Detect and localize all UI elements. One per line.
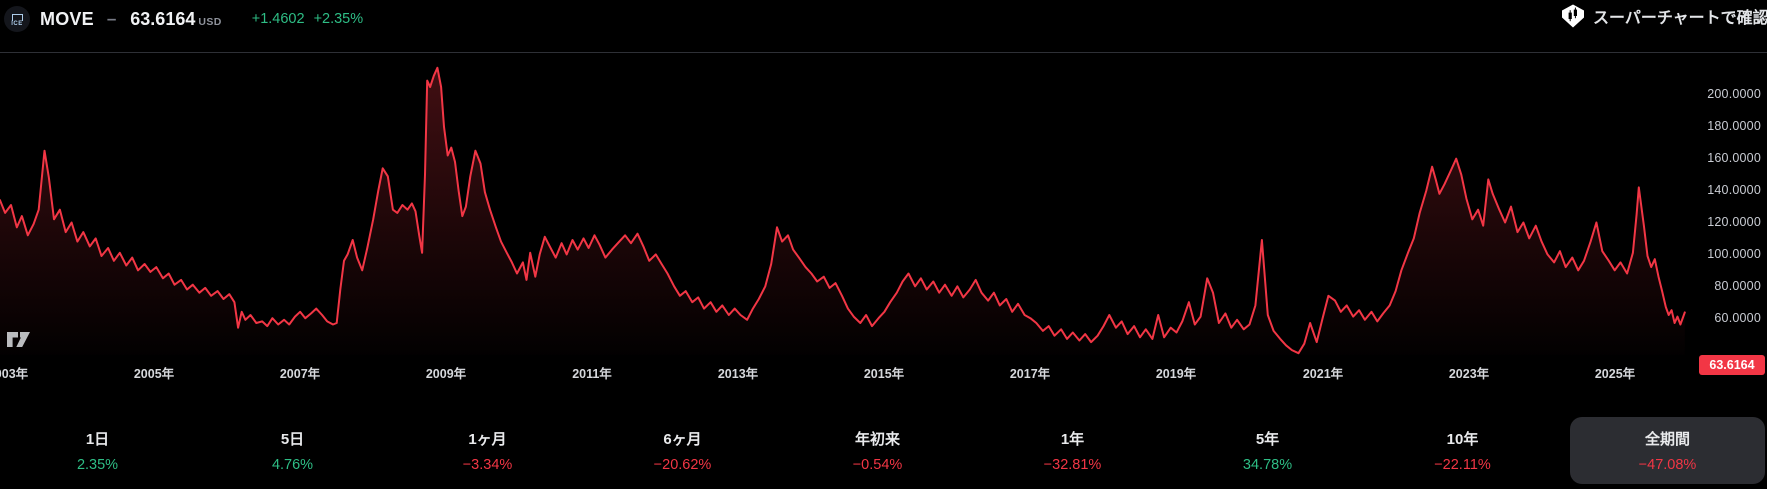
time-axis-label: 2009年	[425, 367, 467, 381]
time-axis-label: 2021年	[1302, 367, 1344, 381]
period-label: 年初来	[854, 431, 900, 448]
period-label: 全期間	[1644, 431, 1690, 448]
period-label: 10年	[1446, 431, 1479, 448]
time-axis-label: 2015年	[863, 367, 905, 381]
price-change-percent: +2.35%	[313, 11, 364, 27]
period-change-percent: −20.62%	[653, 457, 712, 473]
period-change-percent: −22.11%	[1434, 457, 1491, 473]
period-label: 5年	[1255, 431, 1280, 448]
price-change-absolute: +1.4602	[251, 11, 305, 27]
period-label: 1ヶ月	[468, 431, 507, 448]
period-label: 1日	[85, 431, 110, 448]
last-price: 63.6164	[130, 8, 196, 29]
time-axis-label: 2023年	[1448, 367, 1490, 381]
period-button-5[interactable]: 年初来 −0.54%	[780, 417, 975, 489]
ice-logo-text: ICE	[10, 20, 24, 27]
price-axis[interactable]: 200.0000 180.0000 160.0000 140.0000 120.0000…	[1695, 53, 1767, 355]
period-selector: 1日 2.35% 5日 4.76% 1ヶ月 −3.34% 6ヶ月 −20.62% 年初来 −0.5…	[0, 417, 1767, 489]
dash-separator-icon: –	[106, 9, 117, 28]
currency-label: USD	[198, 16, 222, 28]
symbol-row: ICE MOVE – 63.6164 USD +1.4602 +2.35%	[4, 5, 363, 33]
price-line	[0, 66, 1686, 355]
period-button-3[interactable]: 1ヶ月 −3.34%	[390, 417, 585, 489]
price-chart[interactable]: 200.0000 180.0000 160.0000 140.0000 120.0000…	[0, 53, 1767, 376]
ice-exchange-icon: ICE	[4, 6, 30, 32]
header: ICE MOVE – 63.6164 USD +1.4602 +2.35% スー…	[0, 0, 1767, 53]
period-button-1[interactable]: 1日 2.35%	[0, 417, 195, 489]
period-change-percent: 34.78%	[1242, 457, 1293, 473]
price-axis-label: 60.0000	[1714, 310, 1761, 325]
header-divider	[0, 52, 1767, 53]
time-axis[interactable]: 2003年 2005年 2007年 2009年 2011年 2013年 2015年 2017年…	[0, 355, 1767, 387]
period-change-percent: −3.34%	[462, 457, 513, 473]
period-change-percent: −47.08%	[1638, 457, 1697, 473]
period-change-percent: −32.81%	[1043, 457, 1102, 473]
time-axis-label: 2025年	[1594, 367, 1636, 381]
time-axis-label: 2007年	[279, 367, 321, 381]
period-button-2[interactable]: 5日 4.76%	[195, 417, 390, 489]
superchart-link-label: スーパーチャートで確認	[1593, 10, 1767, 27]
price-axis-label: 200.0000	[1707, 87, 1761, 102]
time-axis-label: 2005年	[133, 367, 175, 381]
time-axis-label: 2003年	[0, 367, 29, 381]
time-axis-label: 2013年	[717, 367, 759, 381]
period-button-9[interactable]: 全期間 −47.08%	[1570, 417, 1765, 484]
move-line-chart	[0, 66, 1686, 355]
price-axis-label: 160.0000	[1707, 151, 1761, 166]
superchart-link[interactable]: スーパーチャートで確認	[1561, 4, 1767, 28]
time-axis-label: 2011年	[572, 367, 612, 381]
area-fill	[0, 67, 1685, 355]
period-change-percent: 4.76%	[271, 457, 314, 473]
symbol-name: MOVE	[40, 8, 94, 29]
period-button-4[interactable]: 6ヶ月 −20.62%	[585, 417, 780, 489]
price-axis-label: 140.0000	[1707, 183, 1761, 198]
period-change-percent: 2.35%	[76, 457, 119, 473]
price-axis-label: 180.0000	[1707, 119, 1761, 134]
time-axis-label: 2017年	[1009, 367, 1051, 381]
period-button-8[interactable]: 10年 −22.11%	[1365, 417, 1560, 489]
period-label: 5日	[280, 431, 305, 448]
period-label: 1年	[1060, 431, 1085, 448]
last-price-badge: 63.6164	[1699, 355, 1765, 376]
price-axis-label: 120.0000	[1707, 214, 1761, 229]
period-label: 6ヶ月	[663, 431, 702, 448]
time-axis-label: 2019年	[1155, 367, 1197, 381]
price-axis-label: 100.0000	[1707, 246, 1761, 261]
period-change-percent: −0.54%	[852, 457, 903, 473]
period-button-7[interactable]: 5年 34.78%	[1170, 417, 1365, 489]
tradingview-gem-icon	[1562, 4, 1584, 28]
period-button-6[interactable]: 1年 −32.81%	[975, 417, 1170, 489]
tradingview-watermark-icon[interactable]	[7, 332, 31, 348]
price-axis-label: 80.0000	[1714, 278, 1761, 293]
